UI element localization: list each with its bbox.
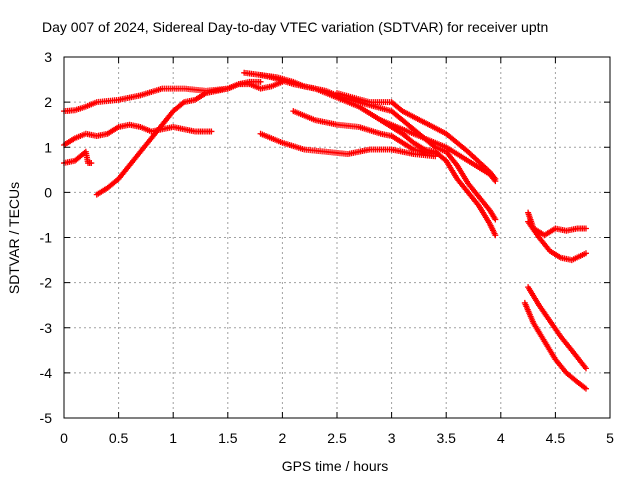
x-tick-label: 4: [497, 430, 505, 446]
series-track-m: [525, 284, 589, 372]
y-tick-label: -2: [40, 275, 53, 291]
data-point: [88, 160, 95, 167]
data-point: [582, 385, 589, 392]
x-tick-label: 5: [606, 430, 614, 446]
y-tick-label: 2: [44, 94, 52, 110]
data-point: [492, 232, 499, 239]
x-axis-title: GPS time / hours: [282, 458, 389, 474]
data-point: [432, 153, 439, 160]
x-tick-label: 3.5: [436, 430, 456, 446]
x-tick-label: 0.5: [109, 430, 129, 446]
x-tick-label: 1: [169, 430, 177, 446]
y-tick-label: 1: [44, 139, 52, 155]
y-tick-label: 3: [44, 49, 52, 65]
chart-grid: [64, 57, 610, 418]
series-track-d: [93, 78, 286, 198]
data-point: [582, 365, 589, 372]
series-track-n: [521, 299, 589, 392]
chart-series: [61, 69, 589, 392]
x-tick-label: 2: [279, 430, 287, 446]
series-track-l: [525, 218, 589, 264]
x-tick-label: 4.5: [546, 430, 566, 446]
axis-ticks: 0 0.5 1 1.5 2 2.5 3 3.5 4 4.5 5 3 2 1 0 -1 -2 -3 -4 -5: [40, 49, 615, 446]
x-tick-label: 0: [60, 430, 68, 446]
series-track-k: [525, 209, 589, 239]
data-point: [582, 250, 589, 257]
series-track-i: [334, 90, 499, 182]
series-track-b: [61, 121, 215, 148]
y-tick-label: -5: [40, 410, 53, 426]
chart-title: Day 007 of 2024, Sidereal Day-to-day VTE…: [42, 19, 548, 35]
y-tick-label: -3: [40, 320, 53, 336]
x-tick-label: 1.5: [218, 430, 238, 446]
y-tick-label: -1: [40, 230, 53, 246]
series-track-j: [377, 117, 499, 185]
x-tick-label: 3: [388, 430, 396, 446]
data-point: [257, 78, 264, 85]
y-axis-title: SDTVAR / TECUs: [6, 182, 22, 294]
data-point: [492, 178, 499, 185]
y-tick-label: -4: [40, 365, 53, 381]
data-point: [582, 225, 589, 232]
x-tick-label: 2.5: [327, 430, 347, 446]
series-track-h: [257, 130, 439, 160]
data-point: [208, 128, 215, 135]
data-point: [492, 216, 499, 223]
y-tick-label: 0: [44, 184, 52, 200]
